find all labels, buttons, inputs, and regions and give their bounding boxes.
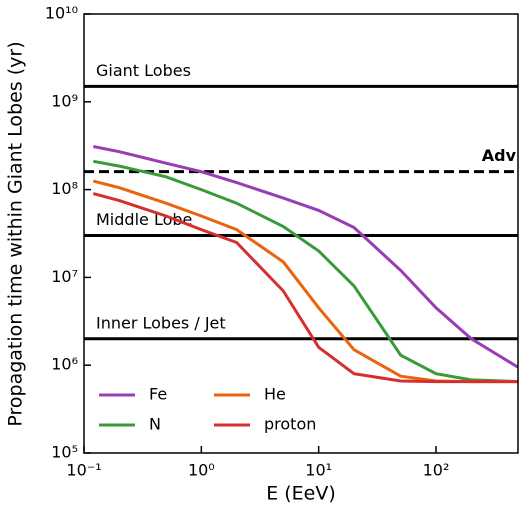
plot-frame (83, 13, 519, 454)
legend-label: proton (264, 415, 316, 434)
reference-label: Giant Lobes (96, 61, 191, 80)
series-line (93, 145, 519, 369)
reference-label: Middle Lobe (96, 210, 192, 229)
y-tick-label: 10⁵ (51, 443, 78, 462)
y-axis-label: Propagation time within Giant Lobes (yr) (5, 41, 27, 426)
y-tick-label: 10⁹ (51, 91, 78, 110)
legend-label: Fe (149, 385, 167, 404)
legend-label: N (149, 415, 161, 434)
y-tick-label: 10¹⁰ (45, 4, 78, 23)
x-tick-label: 10⁻¹ (66, 461, 101, 480)
series-line (92, 192, 518, 384)
x-tick-label: 10² (423, 461, 450, 480)
reference-label: Inner Lobes / Jet (96, 313, 226, 332)
legend-label: He (264, 385, 286, 404)
y-tick-label: 10⁸ (51, 179, 78, 198)
x-tick-label: 10¹ (305, 461, 332, 480)
y-tick-label: 10⁶ (51, 355, 78, 374)
y-tick-label: 10⁷ (51, 267, 78, 286)
x-tick-label: 10⁰ (188, 461, 215, 480)
series-line (93, 159, 519, 384)
x-axis-label: E (EeV) (266, 483, 336, 505)
reference-label: Adv (482, 146, 517, 165)
